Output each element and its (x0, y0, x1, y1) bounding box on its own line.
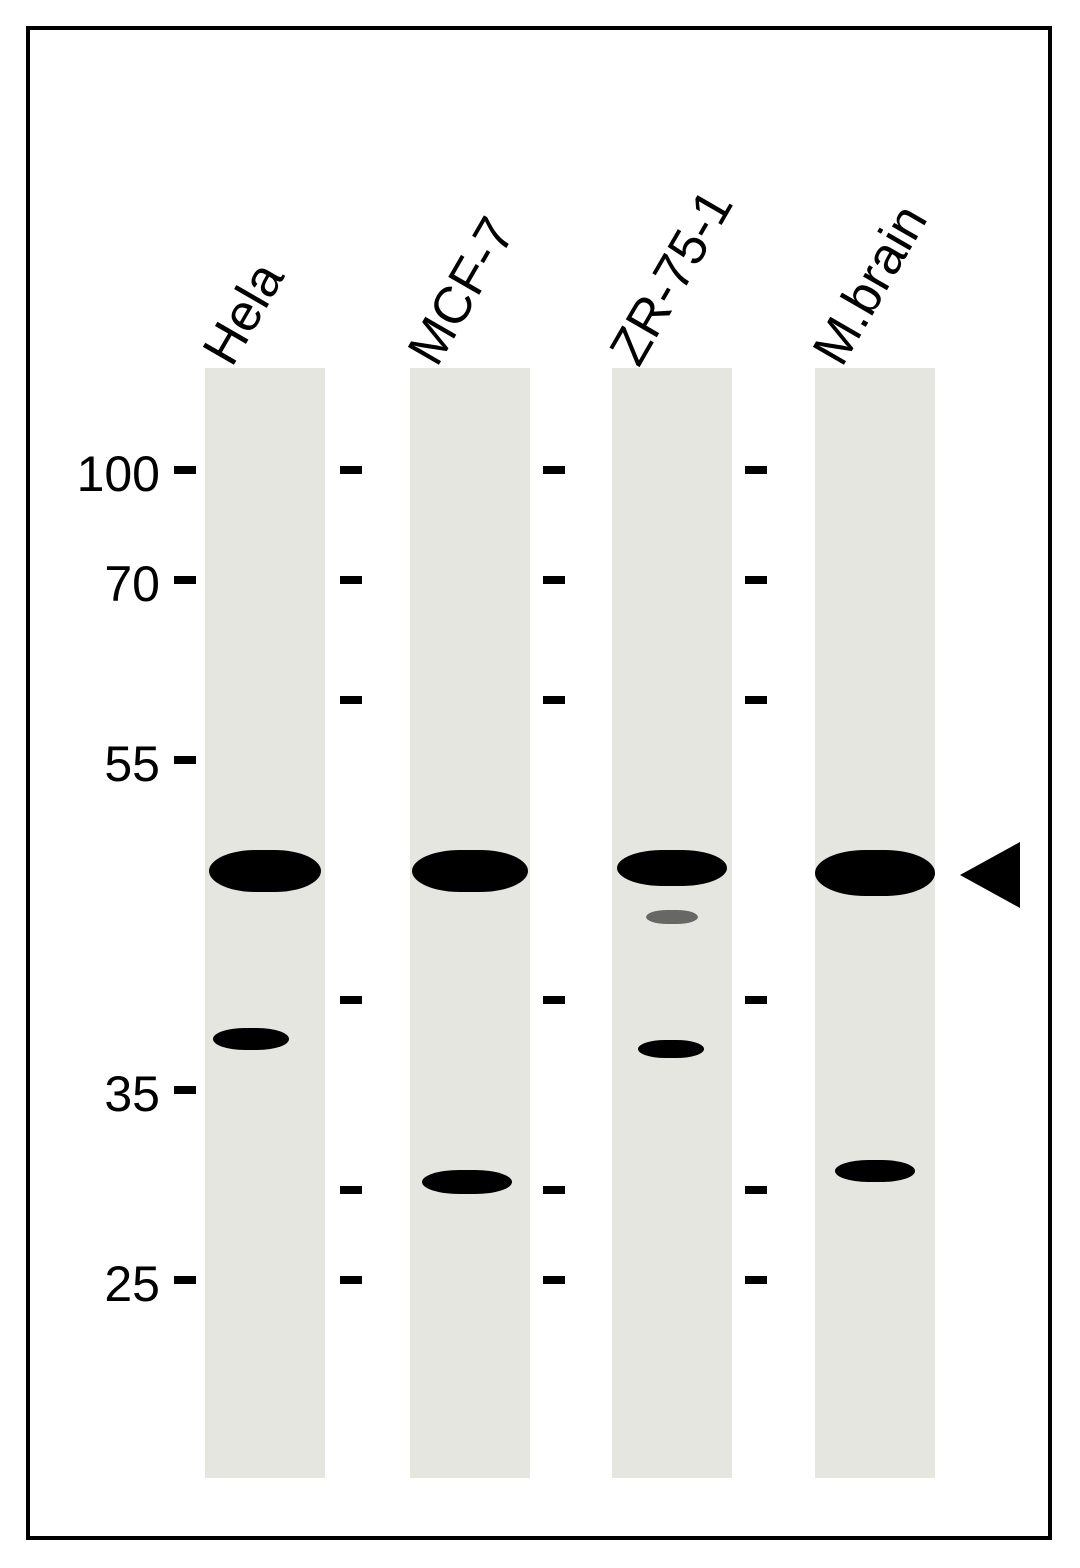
mw-tick-lane1-100 (174, 466, 196, 474)
inter-tick (340, 696, 362, 704)
band-lane4-8 (835, 1160, 915, 1182)
inter-tick (745, 996, 767, 1004)
lane-mcf-7 (410, 368, 530, 1478)
mw-tick-lane1-55 (174, 756, 196, 764)
band-lane3-6 (638, 1040, 704, 1058)
inter-tick (745, 696, 767, 704)
mw-tick-lane1-70 (174, 576, 196, 584)
inter-tick (543, 466, 565, 474)
inter-tick (340, 1276, 362, 1284)
inter-tick (543, 1186, 565, 1194)
inter-tick (340, 996, 362, 1004)
mw-label-25: 25 (104, 1255, 160, 1313)
band-lane3-4 (617, 850, 727, 886)
inter-tick (745, 1276, 767, 1284)
band-lane2-3 (422, 1170, 512, 1194)
mw-tick-lane1-25 (174, 1276, 196, 1284)
target-arrow-icon (960, 842, 1020, 908)
band-lane4-7 (815, 850, 935, 896)
lane-m-brain (815, 368, 935, 1478)
mw-label-55: 55 (104, 735, 160, 793)
inter-tick (745, 466, 767, 474)
mw-label-35: 35 (104, 1065, 160, 1123)
band-lane3-5 (646, 910, 698, 924)
inter-tick (340, 576, 362, 584)
inter-tick (543, 1276, 565, 1284)
inter-tick (543, 696, 565, 704)
lane-hela (205, 368, 325, 1478)
inter-tick (745, 1186, 767, 1194)
inter-tick (340, 466, 362, 474)
inter-tick (745, 576, 767, 584)
band-lane1-0 (209, 850, 321, 892)
inter-tick (543, 996, 565, 1004)
band-lane2-2 (412, 850, 528, 892)
mw-label-70: 70 (104, 555, 160, 613)
inter-tick (340, 1186, 362, 1194)
mw-label-100: 100 (77, 445, 160, 503)
band-lane1-1 (213, 1028, 289, 1050)
inter-tick (543, 576, 565, 584)
mw-tick-lane1-35 (174, 1086, 196, 1094)
